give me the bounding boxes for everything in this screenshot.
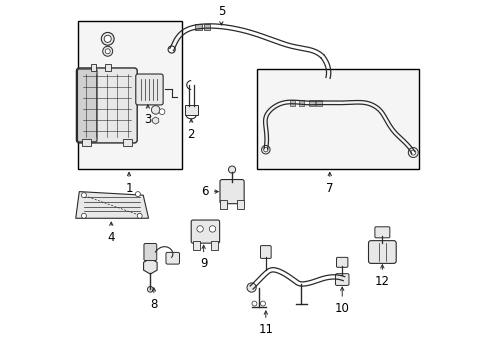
- Circle shape: [324, 75, 331, 81]
- Circle shape: [101, 32, 114, 45]
- Text: 7: 7: [325, 172, 333, 195]
- Text: 10: 10: [334, 287, 349, 315]
- Bar: [210, 241, 218, 250]
- Text: 11: 11: [258, 311, 273, 336]
- FancyBboxPatch shape: [76, 68, 137, 143]
- Bar: [195, 23, 201, 30]
- Bar: [82, 139, 90, 147]
- Bar: [289, 100, 295, 106]
- Bar: [256, 69, 418, 168]
- Circle shape: [246, 283, 256, 292]
- Bar: [219, 201, 226, 210]
- FancyBboxPatch shape: [374, 227, 389, 238]
- Circle shape: [135, 192, 140, 197]
- Bar: [184, 105, 197, 115]
- Circle shape: [228, 166, 235, 173]
- Text: 2: 2: [187, 119, 195, 141]
- Text: 4: 4: [107, 222, 115, 244]
- Bar: [77, 21, 182, 168]
- Circle shape: [81, 213, 86, 218]
- Polygon shape: [76, 192, 148, 218]
- FancyBboxPatch shape: [336, 257, 347, 267]
- Circle shape: [261, 145, 269, 154]
- Circle shape: [102, 46, 112, 56]
- FancyBboxPatch shape: [335, 274, 348, 285]
- Text: 1: 1: [125, 172, 133, 195]
- Circle shape: [105, 49, 110, 54]
- Circle shape: [147, 287, 153, 292]
- Circle shape: [197, 226, 203, 232]
- Circle shape: [251, 301, 256, 306]
- FancyBboxPatch shape: [220, 180, 244, 204]
- Circle shape: [168, 46, 175, 53]
- Text: 6: 6: [201, 185, 218, 198]
- FancyBboxPatch shape: [368, 240, 395, 264]
- Bar: [203, 23, 210, 30]
- Bar: [316, 100, 321, 106]
- FancyBboxPatch shape: [191, 220, 219, 243]
- Bar: [193, 241, 200, 250]
- Circle shape: [159, 109, 164, 114]
- Text: 5: 5: [217, 5, 224, 25]
- Text: 3: 3: [144, 105, 151, 126]
- FancyBboxPatch shape: [260, 246, 270, 258]
- FancyBboxPatch shape: [136, 74, 163, 105]
- Circle shape: [137, 213, 142, 218]
- Bar: [123, 139, 131, 147]
- Circle shape: [407, 148, 417, 158]
- Circle shape: [104, 35, 111, 42]
- FancyBboxPatch shape: [143, 243, 157, 261]
- Circle shape: [209, 226, 215, 232]
- Bar: [308, 100, 314, 106]
- Circle shape: [410, 150, 415, 155]
- FancyBboxPatch shape: [165, 252, 179, 264]
- Text: 12: 12: [374, 265, 389, 288]
- Circle shape: [81, 193, 86, 198]
- Text: 8: 8: [150, 288, 157, 311]
- Circle shape: [263, 148, 267, 152]
- Bar: [90, 64, 96, 71]
- Bar: [298, 100, 304, 106]
- Circle shape: [260, 301, 265, 306]
- FancyBboxPatch shape: [77, 69, 97, 142]
- Text: 9: 9: [200, 245, 207, 270]
- Bar: [104, 64, 110, 71]
- Bar: [237, 201, 244, 210]
- Circle shape: [151, 105, 160, 114]
